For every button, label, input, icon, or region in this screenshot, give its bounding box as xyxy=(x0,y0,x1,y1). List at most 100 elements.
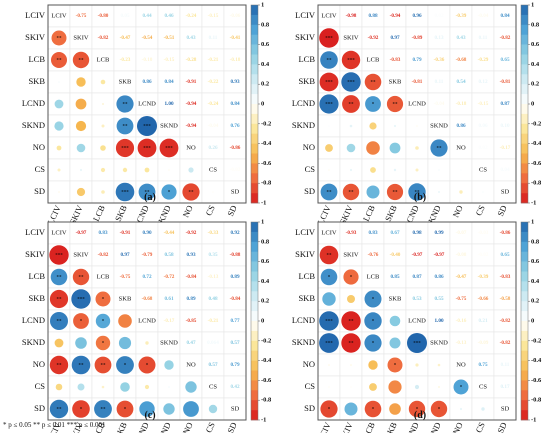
column-label: SD xyxy=(495,421,509,433)
coefficient-label: -0.54 xyxy=(142,35,153,41)
colorbar-band xyxy=(521,113,528,125)
column-label: NO xyxy=(451,421,465,433)
significance-stars: * xyxy=(372,320,375,325)
colorbar-band xyxy=(521,330,528,342)
colorbar-tick-label: 1 xyxy=(531,1,534,8)
coefficient-label: 0.42 xyxy=(230,384,239,390)
significance-stars: *** xyxy=(121,147,129,152)
colorbar-band xyxy=(251,24,258,35)
coefficient-label: -0.72 xyxy=(164,274,175,280)
colorbar-tick-label: 0.2 xyxy=(531,298,539,305)
colorbar-band xyxy=(251,34,258,45)
coefficient-label: -0.40 xyxy=(390,252,401,258)
diagonal-label: SKIV xyxy=(73,34,88,41)
column-label: NO xyxy=(451,204,465,219)
row-label: SD xyxy=(34,403,45,413)
diagonal-label: SKB xyxy=(389,295,402,302)
coefficient-label: 0.83 xyxy=(98,230,107,236)
colorbar-band xyxy=(251,231,258,243)
colorbar-tick-label: 0 xyxy=(261,317,264,324)
row-label: NO xyxy=(33,359,45,369)
colorbar-tick-label: -0.8 xyxy=(261,397,272,404)
coefficient-label: -0.33 xyxy=(208,230,219,236)
panel-frame xyxy=(317,4,517,204)
correlation-circle xyxy=(369,122,377,130)
panel-frame xyxy=(317,221,517,421)
colorbar-tick-label: 0.6 xyxy=(531,41,540,48)
colorbar-band xyxy=(251,5,258,16)
panel-frame xyxy=(47,4,247,204)
correlation-circle xyxy=(328,169,330,171)
colorbar-band xyxy=(521,340,528,351)
correlation-circle xyxy=(120,382,130,392)
diagonal-label: SKIV xyxy=(73,251,88,258)
significance-legend: * p ≤ 0.05 ** p ≤ 0.01 *** p ≤ 0.001 xyxy=(3,421,106,429)
coefficient-label: -0.21 xyxy=(208,318,219,324)
coefficient-label: -0.15 xyxy=(208,13,219,19)
coefficient-label: -0.75 xyxy=(76,13,87,19)
correlation-circle xyxy=(79,168,83,172)
correlation-circle xyxy=(438,191,440,193)
coefficient-label: 0.75 xyxy=(478,362,487,368)
significance-stars: ** xyxy=(371,81,377,86)
correlation-circle xyxy=(76,143,86,153)
correlation-circle xyxy=(95,291,111,307)
coefficient-label: -0.15 xyxy=(164,57,175,63)
correlation-circle xyxy=(115,182,135,202)
correlation-circle xyxy=(350,364,352,366)
colorbar-band xyxy=(251,241,258,252)
coefficient-label: -0.15 xyxy=(478,101,489,107)
significance-stars: ** xyxy=(145,191,151,196)
correlation-circle xyxy=(72,400,90,418)
coefficient-label: -0.84 xyxy=(230,296,241,302)
correlation-circle xyxy=(57,168,61,172)
significance-stars: *** xyxy=(325,103,333,108)
correlation-circle xyxy=(115,138,135,158)
coefficient-label: 1.00 xyxy=(164,101,173,107)
colorbar-band xyxy=(521,400,528,411)
correlation-circle xyxy=(393,124,397,128)
correlation-circle xyxy=(58,191,60,193)
diagonal-label: LCIV xyxy=(321,12,336,19)
coefficient-label: -0.02 xyxy=(478,252,489,258)
colorbar-band xyxy=(521,251,528,262)
significance-stars: ** xyxy=(327,59,333,64)
correlation-circle xyxy=(72,51,90,69)
significance-stars: *** xyxy=(325,320,333,325)
correlation-circle xyxy=(320,400,338,418)
correlation-circle xyxy=(320,51,338,69)
significance-stars: ** xyxy=(437,147,443,152)
colorbar-band xyxy=(251,173,258,184)
coefficient-label: -0.10 xyxy=(142,57,153,63)
diagonal-label: LCND xyxy=(408,317,426,324)
diagonal-label: SD xyxy=(231,405,240,412)
correlation-circle xyxy=(137,116,157,136)
coefficient-label: -0.51 xyxy=(164,35,175,41)
colorbar-band xyxy=(521,193,528,204)
coefficient-label: 0.87 xyxy=(500,101,509,107)
coefficient-label: 0.57 xyxy=(208,362,217,368)
coefficient-label: 0.11 xyxy=(435,79,444,85)
significance-stars: *** xyxy=(143,147,151,152)
coefficient-label: -0.94 xyxy=(186,101,197,107)
correlation-circle xyxy=(459,190,463,194)
coefficient-label: -0.97 xyxy=(412,252,423,258)
coefficient-label: 0.93 xyxy=(186,252,195,258)
diagonal-label: CS xyxy=(479,383,487,390)
diagonal-label: SKIV xyxy=(343,34,358,41)
coefficient-label: -0.97 xyxy=(434,252,445,258)
diagonal-label: SD xyxy=(501,405,510,412)
correlation-circle xyxy=(95,313,111,329)
colorbar-tick-label: 1 xyxy=(261,218,264,225)
correlation-circle xyxy=(183,401,199,417)
colorbar-tick-label: -0.4 xyxy=(261,140,272,147)
coefficient-label: 0.11 xyxy=(501,362,510,368)
correlation-circle xyxy=(75,120,87,132)
colorbar-tick-label: 0.6 xyxy=(261,41,270,48)
correlation-circle xyxy=(389,337,401,349)
coefficient-label: 0.44 xyxy=(142,13,151,19)
coefficient-label: 0.21 xyxy=(478,318,487,324)
significance-stars: ** xyxy=(79,276,85,281)
column-label: LCB xyxy=(361,420,377,433)
correlation-circle xyxy=(116,400,134,418)
